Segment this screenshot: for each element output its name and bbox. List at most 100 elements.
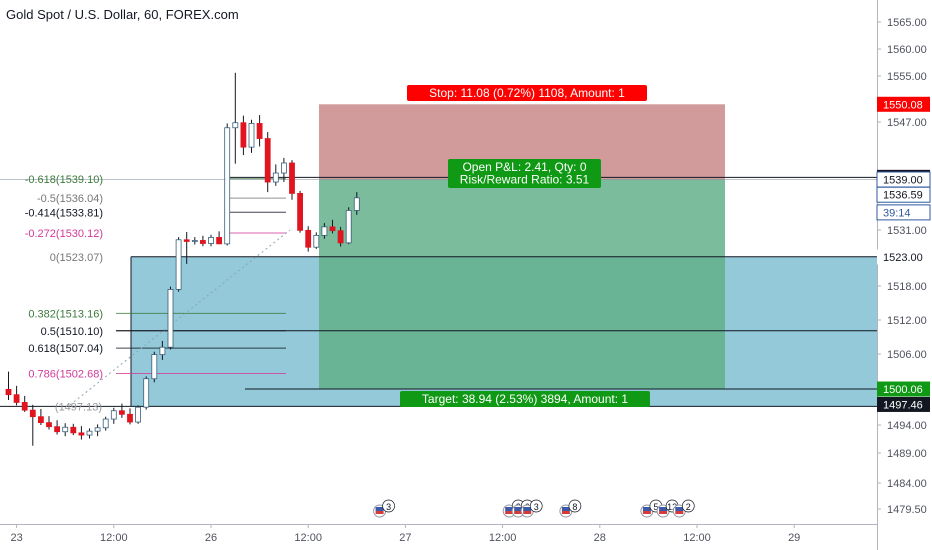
fib-trend-line: [69, 229, 291, 406]
time-tick-label: 28: [594, 532, 606, 544]
price-tick-label: 1560.00: [887, 44, 927, 56]
fib-level-label: 0.618(1507.04): [28, 343, 103, 355]
us-flag-stripe: [561, 511, 570, 514]
event-count-label: 12: [667, 502, 677, 512]
candle-body: [321, 226, 328, 236]
candle-body: [119, 410, 125, 415]
time-tick-label: 29: [788, 532, 800, 544]
price-tick-label: 1512.00: [887, 315, 927, 327]
candle-body: [38, 416, 44, 424]
us-flag-stripe: [514, 511, 523, 514]
stop-label-box: [407, 85, 647, 101]
risk-reward-label-box: [448, 159, 601, 188]
price-tick-label: 1506.00: [887, 349, 927, 361]
risk-reward-label: Open P&L: 2.41, Qty: 0: [462, 160, 586, 174]
target-label-box: [400, 391, 650, 407]
event-count-label: 2: [686, 502, 691, 512]
candle-body: [54, 426, 60, 433]
price-tag-box: [877, 396, 930, 412]
us-flag-icon: [642, 507, 651, 511]
candle-body: [305, 229, 312, 248]
fib-level-label: 0(1523.07): [50, 252, 103, 264]
candle-body: [78, 432, 85, 436]
price-tag-label: 1536.59: [883, 190, 923, 202]
price-tag-label: 39:14: [883, 207, 911, 219]
fib-level-label: -0.5(1536.04): [37, 193, 103, 205]
candle-body: [151, 354, 158, 380]
candle-body: [329, 226, 336, 232]
time-tick-label: 12:00: [683, 532, 711, 544]
candle-body: [102, 418, 109, 429]
candle-body: [345, 210, 352, 244]
candle-body: [272, 172, 279, 183]
us-flag-stripe: [642, 511, 651, 514]
time-tick-label: 12:00: [489, 532, 517, 544]
price-tick-label: 1547.00: [887, 117, 927, 129]
event-count-label: 3: [386, 502, 391, 512]
candle-body: [70, 426, 77, 434]
fib-level-label: -0.414(1533.81): [25, 207, 103, 219]
price-tick-label: 1494.00: [887, 420, 927, 432]
candle-body: [21, 402, 28, 411]
price-tag-box: [876, 204, 931, 221]
price-tick-label: 1555.00: [887, 71, 927, 83]
price-tag-label: 1497.46: [883, 399, 923, 411]
event-count-badge: [382, 499, 395, 513]
us-flag-stripe: [375, 511, 384, 514]
candle-body: [199, 240, 206, 244]
us-flag-stripe: [659, 511, 668, 514]
candle-body: [264, 138, 271, 183]
candle-body: [224, 127, 231, 245]
event-count-badge: [568, 499, 582, 513]
fib-level-label: -0.618(1539.10): [25, 174, 103, 186]
candle-body: [127, 413, 133, 423]
us-flag-icon: [659, 507, 668, 511]
candle-body: [5, 388, 12, 396]
take-profit-zone: [319, 179, 725, 389]
price-tag-label: 1523.00: [883, 252, 923, 264]
candle-body: [216, 237, 223, 245]
price-tag-label: 1500.06: [883, 384, 923, 396]
candle-body: [256, 123, 263, 139]
price-tag-label: 1539.00: [883, 175, 923, 187]
price-tick-label: 1489.00: [887, 448, 927, 460]
us-flag-icon: [675, 507, 684, 511]
us-flag-stripe: [675, 511, 684, 514]
price-tag-box: [877, 249, 930, 265]
time-tick-label: 12:00: [294, 532, 322, 544]
candle-body: [13, 394, 20, 403]
fib-level-label: (1497.13): [55, 401, 102, 413]
chart-title: Gold Spot / U.S. Dollar, 60, FOREX.com: [6, 7, 239, 22]
candle-body: [175, 239, 182, 290]
stop-label: Stop: 11.08 (0.72%) 1108, Amount: 1: [429, 86, 625, 100]
candle-body: [135, 406, 142, 423]
candle-body: [167, 288, 174, 348]
event-count-label: 5: [653, 502, 658, 512]
us-flag-icon: [375, 507, 384, 511]
price-tick-label: 1479.50: [887, 504, 927, 516]
candle-body: [248, 123, 255, 148]
candle-body: [86, 430, 93, 436]
price-tag-box: [876, 186, 931, 203]
candle-body: [62, 426, 69, 433]
us-flag-icon: [523, 507, 532, 511]
fib-level-label: 0.5(1510.10): [41, 326, 103, 338]
candle-body: [183, 239, 190, 242]
us-flag-icon: [505, 507, 514, 511]
candle-body: [143, 378, 150, 408]
event-count-badge: [529, 499, 543, 513]
price-tick-label: 1518.00: [887, 281, 927, 293]
candle-body: [110, 410, 117, 420]
price-tick-label: 1484.00: [887, 478, 927, 490]
candle-body: [289, 162, 295, 194]
time-tick-label: 27: [399, 532, 411, 544]
us-flag-icon: [514, 507, 523, 511]
target-label: Target: 38.94 (2.53%) 3894, Amount: 1: [422, 392, 628, 406]
fib-level-label: -0.272(1530.12): [25, 228, 103, 240]
us-flag-stripe: [505, 511, 514, 514]
price-tag-box: [877, 381, 930, 397]
us-flag-stripe: [523, 511, 532, 514]
candle-body: [46, 422, 52, 428]
event-count-badge: [681, 499, 695, 513]
